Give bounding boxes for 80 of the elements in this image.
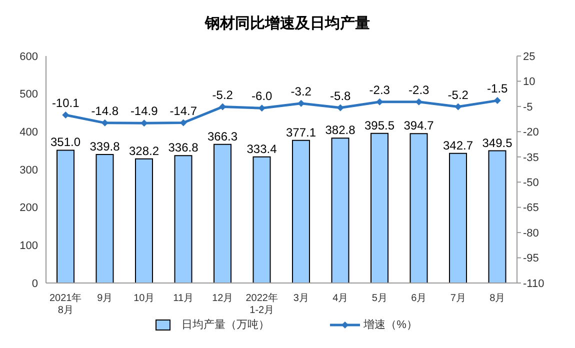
point <box>415 98 422 106</box>
bar <box>488 150 506 283</box>
point <box>180 119 187 126</box>
bar <box>292 140 310 283</box>
y2-tick-label: -95 <box>523 252 539 265</box>
data-label: -14.9 <box>130 104 158 118</box>
x-tick-label: 11月 <box>173 293 194 304</box>
bar <box>331 138 350 283</box>
data-label: -14.7 <box>170 104 198 118</box>
data-label: -1.5 <box>487 82 508 96</box>
bar <box>96 154 114 283</box>
data-label: -2.3 <box>408 82 430 97</box>
y2-tick-label: 25 <box>523 50 536 63</box>
y2-tick-label: -110 <box>523 278 544 290</box>
x-tick-label: 6月 <box>411 293 427 304</box>
data-label: 342.7 <box>442 138 474 152</box>
point <box>298 100 305 107</box>
legend-label: 日均产量（万吨） <box>180 318 270 332</box>
point <box>376 98 384 106</box>
bar <box>135 158 153 283</box>
data-label: 395.5 <box>364 118 395 132</box>
bar <box>252 156 271 283</box>
bar <box>370 132 388 283</box>
point <box>219 103 226 110</box>
x-tick-label: 9月 <box>97 293 113 304</box>
y2-tick-label: -65 <box>523 202 539 214</box>
data-label: 349.5 <box>482 136 513 150</box>
data-label: 328.2 <box>128 144 160 158</box>
x-tick-label: 4月 <box>332 293 348 304</box>
y-tick-label: 300 <box>20 164 38 176</box>
point <box>258 104 266 112</box>
bar <box>449 152 467 283</box>
y-tick-label: 0 <box>32 278 38 290</box>
x-tick-label: 10月 <box>134 293 155 304</box>
y2-tick-label: -5 <box>523 101 533 114</box>
bar <box>56 150 74 283</box>
chart-title: 钢材同比增速及日均产量 <box>204 14 371 34</box>
point <box>140 120 148 127</box>
data-label: 382.8 <box>325 123 356 138</box>
point <box>494 97 501 104</box>
data-label: 336.8 <box>168 140 199 155</box>
data-label: -3.2 <box>290 84 312 98</box>
x-tick-label: 8月 <box>490 293 506 304</box>
y-tick-label: 200 <box>20 202 38 214</box>
data-label: 394.7 <box>404 118 434 133</box>
x-tick-label: 12月 <box>212 293 234 304</box>
y2-tick-label: -20 <box>523 126 539 139</box>
y2-tick-label: -80 <box>523 227 539 240</box>
data-label: -5.2 <box>212 88 234 102</box>
y-tick-label: 600 <box>20 50 38 63</box>
bar <box>174 155 192 283</box>
point <box>454 103 462 110</box>
data-label: -6.0 <box>252 89 273 104</box>
x-tick-label: 3月 <box>293 293 309 304</box>
x-tick-label: 7月 <box>450 293 466 304</box>
legend-label: 增速（%） <box>362 318 418 332</box>
y-tick-label: 400 <box>20 126 38 139</box>
data-label: -5.2 <box>448 88 469 102</box>
data-label: -2.3 <box>369 82 390 97</box>
data-label: 333.4 <box>246 142 278 156</box>
bar <box>410 133 428 283</box>
point <box>336 104 344 112</box>
data-label: -10.1 <box>52 96 80 110</box>
point <box>62 112 70 119</box>
y-tick-label: 100 <box>20 240 38 252</box>
x-tick-label: 5月 <box>372 293 388 304</box>
y2-tick-label: -35 <box>523 152 539 164</box>
x-tick-label: 2021年 8月 <box>50 292 82 316</box>
data-label: -14.8 <box>91 104 119 118</box>
data-label: 377.1 <box>286 125 316 140</box>
data-label: 339.8 <box>90 139 120 154</box>
x-tick-label: 2022年 1-2月 <box>246 292 278 316</box>
data-label: 351.0 <box>50 135 81 150</box>
data-label: -5.8 <box>330 88 352 103</box>
y-tick-label: 500 <box>20 88 38 101</box>
y2-tick-label: -50 <box>523 177 539 190</box>
point <box>101 119 108 126</box>
bar <box>214 144 232 283</box>
y2-tick-label: 10 <box>523 76 536 88</box>
data-label: 366.3 <box>207 129 238 144</box>
